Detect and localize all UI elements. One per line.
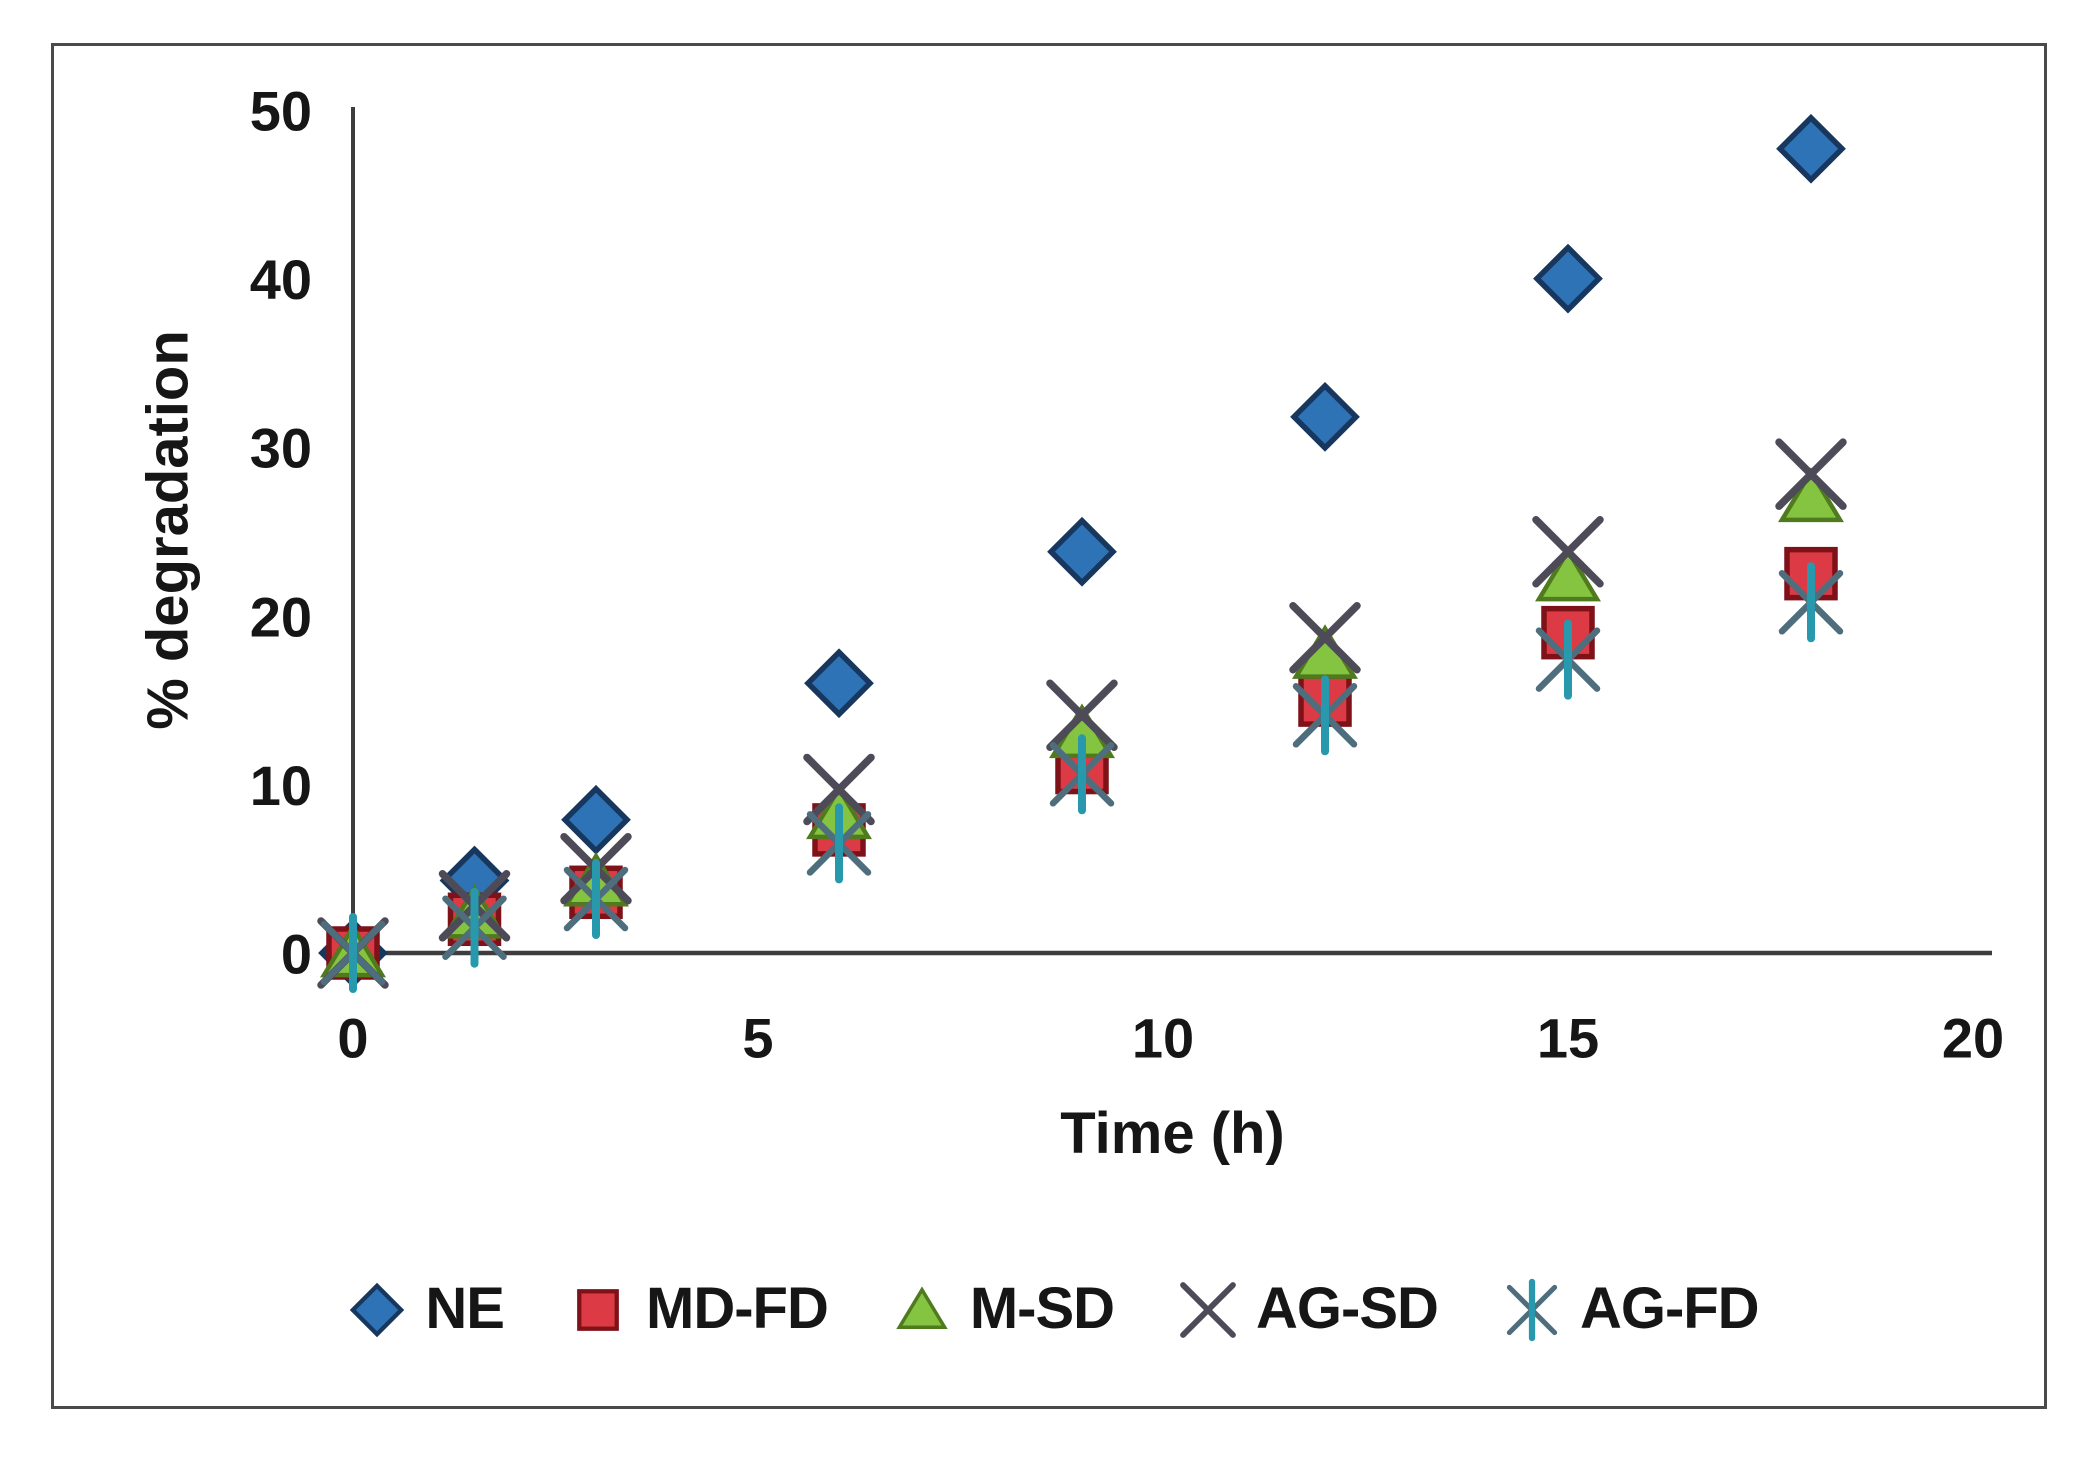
x-tick-label: 5 [742,1007,773,1070]
legend-item-M-SD: M-SD [884,1270,1115,1346]
x-tick-label: 20 [1942,1007,2004,1070]
x-tick-label: 0 [337,1007,368,1070]
legend-item-label: MD-FD [646,1275,829,1341]
legend-item-label: NE [425,1275,505,1341]
legend-item-AG-SD: AG-SD [1170,1270,1439,1346]
data-point-marker-M-SD [1778,467,1844,523]
data-point-marker-AG-SD [1046,679,1118,752]
asterisk-icon [1506,1278,1558,1342]
legend-item-AG-FD: AG-FD [1494,1270,1760,1346]
data-point-marker-NE [561,784,631,855]
data-point-marker-AG-SD [1532,515,1604,588]
data-point-marker-AG-SD [803,753,875,826]
legend-marker-M-SD [896,1286,948,1329]
legend-item-label: AG-SD [1256,1275,1439,1341]
legend-marker-AG-SD [1180,1282,1236,1338]
figure-border [51,43,2047,1409]
data-point-marker-NE [1290,381,1360,452]
legend: NE MD-FD M-SD AG-SD AG-FD [51,1270,2047,1346]
x-tick-label: 15 [1537,1007,1599,1070]
y-tick-label: 10 [250,754,312,817]
legend-item-label: M-SD [969,1275,1115,1341]
diamond-icon [350,1282,405,1338]
data-point-marker-NE [1776,113,1846,184]
legend-marker-MD-FD [577,1289,619,1331]
x-tick-label: 10 [1132,1007,1194,1070]
data-point-marker-NE [1047,516,1117,587]
data-point-marker-NE [804,648,874,719]
data-point-marker-NE [1533,243,1603,314]
legend-item-MD-FD: MD-FD [560,1270,829,1346]
y-tick-label: 40 [250,248,312,311]
data-point-marker-AG-SD [1289,601,1361,674]
x-icon [1180,1282,1236,1338]
data-point-marker-AG-SD [1775,438,1847,510]
triangle-icon [896,1286,948,1329]
legend-marker-NE [350,1282,405,1338]
data-point-marker-M-SD [1535,546,1601,602]
legend-item-label: AG-FD [1579,1275,1760,1341]
legend-item-NE: NE [339,1270,505,1346]
y-axis-title: % degradation [135,330,201,730]
y-tick-label: 50 [250,80,312,143]
y-tick-label: 20 [250,585,312,648]
x-axis-title: Time (h) [1060,1101,1285,1166]
y-tick-label: 0 [281,923,312,986]
square-icon [577,1289,619,1331]
y-tick-label: 30 [250,417,312,480]
